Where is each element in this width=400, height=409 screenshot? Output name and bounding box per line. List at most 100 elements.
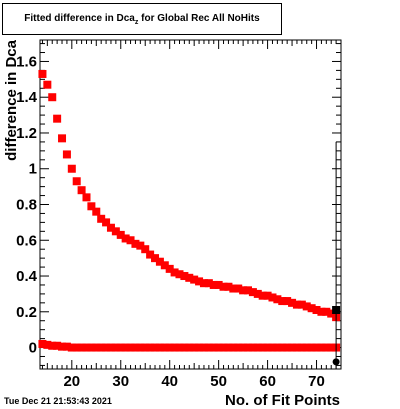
data-point bbox=[209, 343, 218, 352]
x-tick-label: 40 bbox=[161, 373, 178, 390]
data-point bbox=[273, 343, 282, 352]
data-point bbox=[307, 343, 316, 352]
x-axis-title: No. of Fit Points bbox=[225, 392, 340, 409]
x-tick-label: 20 bbox=[63, 373, 80, 390]
data-point bbox=[82, 193, 91, 202]
data-point bbox=[72, 343, 81, 352]
data-point bbox=[288, 343, 297, 352]
data-point bbox=[43, 340, 52, 349]
data-point bbox=[312, 343, 321, 352]
data-point bbox=[102, 218, 111, 227]
data-point bbox=[53, 341, 62, 350]
data-point bbox=[121, 234, 130, 243]
data-point bbox=[312, 305, 321, 314]
x-tick-label: 50 bbox=[210, 373, 227, 390]
data-point bbox=[195, 277, 204, 286]
data-point bbox=[297, 343, 306, 352]
data-point bbox=[278, 297, 287, 306]
data-point bbox=[219, 343, 228, 352]
data-point bbox=[317, 307, 326, 316]
data-point bbox=[87, 202, 96, 211]
data-point bbox=[253, 289, 262, 298]
data-point bbox=[292, 343, 301, 352]
data-point bbox=[121, 343, 130, 352]
data-point bbox=[234, 343, 243, 352]
data-point bbox=[185, 273, 194, 282]
data-point bbox=[87, 343, 96, 352]
data-point bbox=[302, 302, 311, 311]
data-point bbox=[165, 343, 174, 352]
data-point bbox=[244, 343, 253, 352]
data-point bbox=[229, 343, 238, 352]
data-point bbox=[253, 343, 262, 352]
data-point bbox=[151, 254, 160, 263]
data-point bbox=[180, 343, 189, 352]
data-point bbox=[141, 343, 150, 352]
chart-title: Fitted difference in Dcaz for Global Rec… bbox=[24, 13, 260, 26]
y-tick-label: 1.2 bbox=[16, 125, 37, 142]
y-tick-label: 0.8 bbox=[16, 197, 37, 214]
data-point bbox=[327, 309, 336, 318]
data-point bbox=[62, 342, 71, 351]
data-point bbox=[268, 343, 277, 352]
data-point bbox=[58, 342, 67, 351]
tick-labels: 20 30 40 50 60 70 0 0.2 0.4 0.6 0.8 1 1.2 1.4 1.6 bbox=[16, 53, 325, 390]
data-point bbox=[322, 343, 331, 352]
data-point bbox=[141, 245, 150, 254]
y-tick-label: 0.2 bbox=[16, 304, 37, 321]
data-point bbox=[48, 341, 57, 350]
data-point bbox=[224, 282, 233, 291]
data-point bbox=[146, 343, 155, 352]
data-point bbox=[170, 268, 179, 277]
x-tick-label: 30 bbox=[112, 373, 129, 390]
data-point bbox=[199, 279, 208, 288]
data-point bbox=[195, 343, 204, 352]
data-point bbox=[136, 343, 145, 352]
data-point bbox=[199, 343, 208, 352]
data-point bbox=[302, 343, 311, 352]
y-tick-label: 1.6 bbox=[16, 53, 37, 70]
data-point bbox=[126, 343, 135, 352]
data-point bbox=[239, 286, 248, 295]
data-point bbox=[106, 223, 115, 232]
data-point bbox=[248, 288, 257, 297]
data-point bbox=[219, 282, 228, 291]
data-point bbox=[190, 343, 199, 352]
data-point bbox=[155, 343, 164, 352]
data-point bbox=[180, 272, 189, 281]
chart-title-box: Fitted difference in Dcaz for Global Rec… bbox=[2, 3, 282, 35]
data-point bbox=[116, 230, 125, 239]
data-point bbox=[317, 343, 326, 352]
data-point bbox=[53, 114, 62, 123]
x-tick-label: 70 bbox=[308, 373, 325, 390]
data-point bbox=[116, 343, 125, 352]
plot-frame bbox=[39, 39, 342, 370]
data-point bbox=[111, 343, 120, 352]
data-point bbox=[170, 343, 179, 352]
data-point bbox=[38, 69, 47, 78]
data-point bbox=[77, 343, 86, 352]
data-point bbox=[244, 286, 253, 295]
x-tick-label: 60 bbox=[259, 373, 276, 390]
y-tick-label: 1 bbox=[29, 161, 37, 178]
data-point bbox=[106, 343, 115, 352]
data-point bbox=[234, 284, 243, 293]
data-point bbox=[62, 150, 71, 159]
data-point bbox=[268, 293, 277, 302]
data-point bbox=[92, 343, 101, 352]
data-point bbox=[283, 343, 292, 352]
data-point bbox=[263, 291, 272, 300]
data-point bbox=[322, 307, 331, 316]
data-point bbox=[165, 264, 174, 273]
data-point bbox=[204, 279, 213, 288]
data-point bbox=[327, 343, 336, 352]
data-point bbox=[155, 257, 164, 266]
data-point bbox=[151, 343, 160, 352]
data-point bbox=[38, 339, 47, 348]
data-point bbox=[77, 186, 86, 195]
data-point bbox=[48, 93, 57, 102]
data-point bbox=[263, 343, 272, 352]
data-point bbox=[102, 343, 111, 352]
data-point bbox=[204, 343, 213, 352]
